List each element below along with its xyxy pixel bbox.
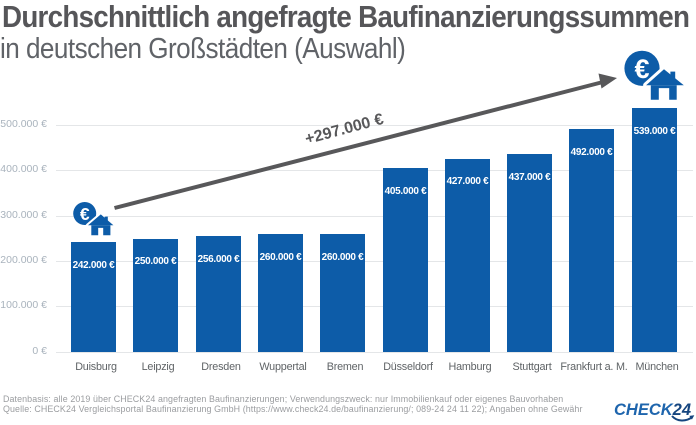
svg-text:€: €	[634, 54, 649, 84]
svg-text:€: €	[80, 204, 90, 224]
